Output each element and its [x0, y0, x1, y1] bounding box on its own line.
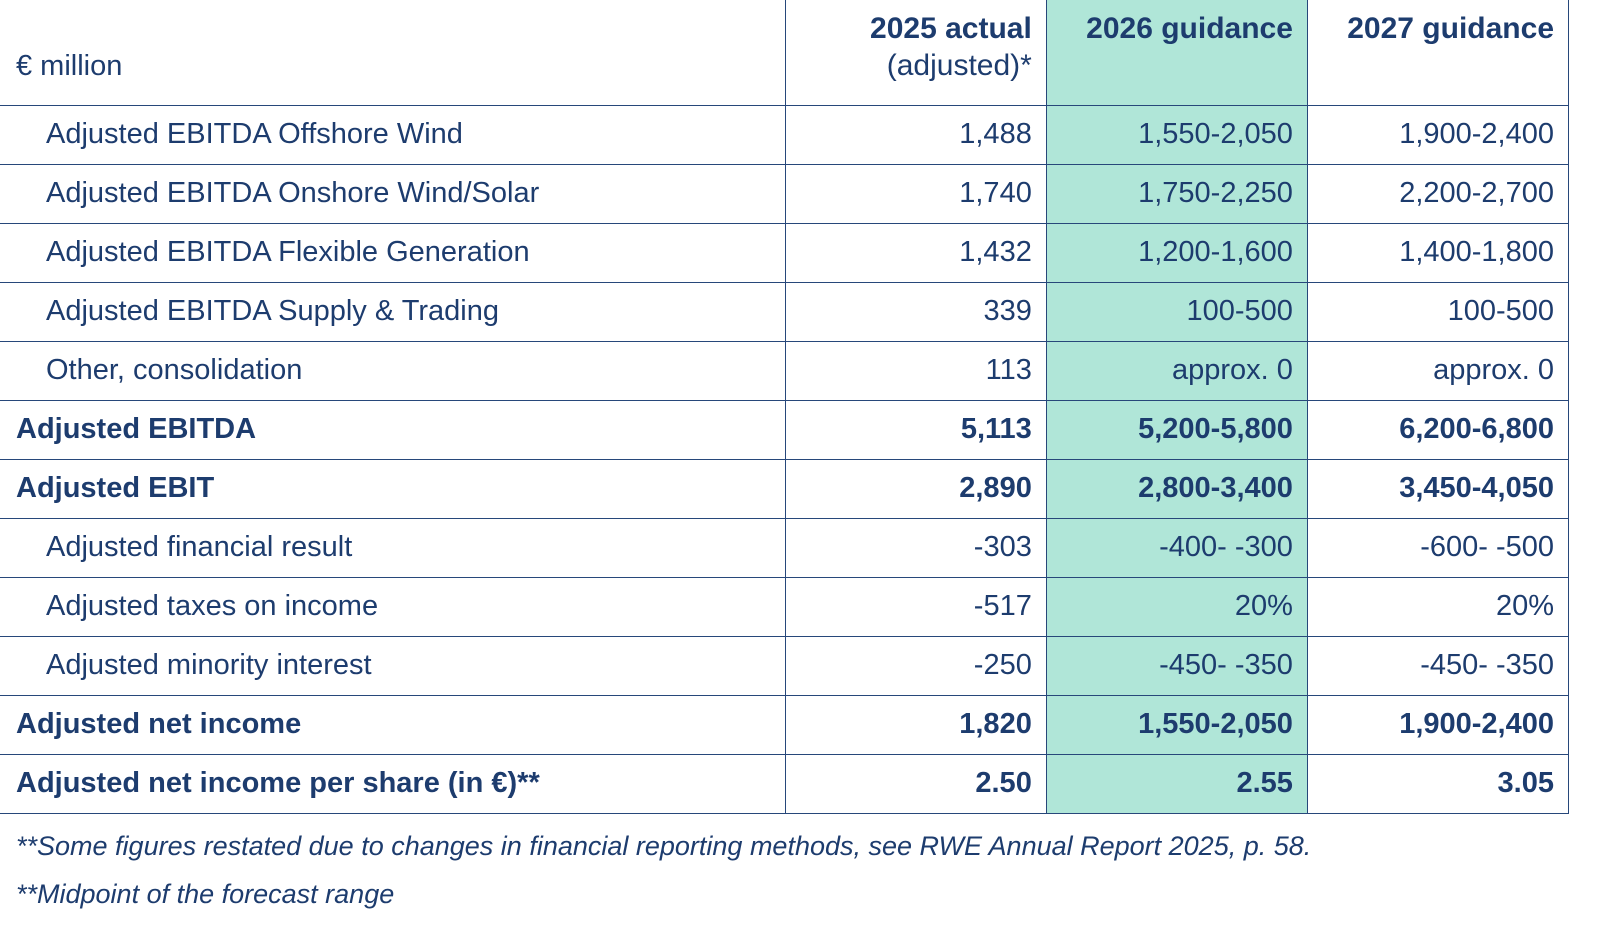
table-row: Adjusted EBITDA Offshore Wind 1,488 1,550-… — [0, 105, 1570, 165]
row-value: 1,900-2,400 — [1306, 105, 1570, 165]
row-value: 3.05 — [1306, 754, 1570, 814]
row-label: Adjusted net income per share (in €)** — [0, 754, 786, 814]
row-value: -303 — [784, 518, 1047, 578]
row-label: Adjusted EBITDA Onshore Wind/Solar — [0, 164, 786, 224]
table-row: Adjusted financial result -303 -400- -300-… — [0, 518, 1570, 578]
row-label: Other, consolidation — [0, 341, 786, 401]
row-value: 20% — [1306, 577, 1570, 637]
table-body: Adjusted EBITDA Offshore Wind 1,488 1,550-… — [0, 105, 1570, 814]
table-row: Adjusted taxes on income -517 20% 20% — [0, 577, 1570, 637]
row-label: Adjusted net income — [0, 695, 786, 755]
row-value: 1,550-2,050 — [1045, 105, 1308, 165]
row-value: 1,550-2,050 — [1045, 695, 1308, 755]
row-value: -250 — [784, 636, 1047, 696]
row-value: 1,488 — [784, 105, 1047, 165]
row-label: Adjusted financial result — [0, 518, 786, 578]
table-row: Adjusted EBITDA 5,113 5,200-5,800 6,200-6,8… — [0, 400, 1570, 460]
table-row: Adjusted EBITDA Flexible Generation 1,432… — [0, 223, 1570, 283]
row-value: 339 — [784, 282, 1047, 342]
column-header-2027-guidance: 2027 guidance — [1306, 0, 1570, 106]
column-header-subtitle: (adjusted)* — [886, 49, 1032, 82]
row-value: 1,432 — [784, 223, 1047, 283]
row-label: Adjusted minority interest — [0, 636, 786, 696]
column-header-2026-guidance: 2026 guidance — [1045, 0, 1308, 106]
row-value: 6,200-6,800 — [1306, 400, 1570, 460]
table-row: Adjusted net income 1,820 1,550-2,050 1,900… — [0, 695, 1570, 755]
table-row: Adjusted minority interest -250 -450- -350… — [0, 636, 1570, 696]
row-value: 1,740 — [784, 164, 1047, 224]
row-value: 1,200-1,600 — [1045, 223, 1308, 283]
row-value: 2.50 — [784, 754, 1047, 814]
column-header-2025-actual: 2025 actual (adjusted)* — [784, 0, 1047, 106]
row-value: -517 — [784, 577, 1047, 637]
table-row: Adjusted EBIT 2,890 2,800-3,400 3,450-4,050 — [0, 459, 1570, 519]
row-label: Adjusted taxes on income — [0, 577, 786, 637]
unit-label: € million — [0, 0, 786, 106]
row-value: 113 — [784, 341, 1047, 401]
footnote-restated-figures: **Some figures restated due to changes i… — [16, 830, 1312, 861]
row-label: Adjusted EBITDA Offshore Wind — [0, 105, 786, 165]
header-row: € million 2025 actual (adjusted)* 2026 g… — [0, 0, 1570, 106]
row-label: Adjusted EBITDA — [0, 400, 786, 460]
footnotes: **Some figures restated due to changes i… — [0, 814, 1600, 916]
row-value: 20% — [1045, 577, 1308, 637]
row-value: 5,200-5,800 — [1045, 400, 1308, 460]
row-value: -600- -500 — [1306, 518, 1570, 578]
row-value: 2,800-3,400 — [1045, 459, 1308, 519]
row-value: 1,750-2,250 — [1045, 164, 1308, 224]
row-value: 3,450-4,050 — [1306, 459, 1570, 519]
row-value: 1,400-1,800 — [1306, 223, 1570, 283]
row-value: 5,113 — [784, 400, 1047, 460]
row-value: -450- -350 — [1306, 636, 1570, 696]
row-label: Adjusted EBITDA Flexible Generation — [0, 223, 786, 283]
row-value: 1,820 — [784, 695, 1047, 755]
table-row: Adjusted EBITDA Onshore Wind/Solar 1,740 1… — [0, 164, 1570, 224]
column-header-title: 2026 guidance — [1086, 12, 1293, 45]
row-value: 100-500 — [1045, 282, 1308, 342]
row-label: Adjusted EBIT — [0, 459, 786, 519]
table-row: Adjusted EBITDA Supply & Trading 339 100-5… — [0, 282, 1570, 342]
row-value: -450- -350 — [1045, 636, 1308, 696]
column-header-title: 2027 guidance — [1347, 12, 1554, 45]
row-value: 100-500 — [1306, 282, 1570, 342]
row-value: approx. 0 — [1045, 341, 1308, 401]
table-row: Other, consolidation 113 approx. 0 approx. … — [0, 341, 1570, 401]
row-value: 2.55 — [1045, 754, 1308, 814]
row-value: 1,900-2,400 — [1306, 695, 1570, 755]
row-value: approx. 0 — [1306, 341, 1570, 401]
footnote-midpoint: **Midpoint of the forecast range — [16, 878, 395, 909]
guidance-table: € million 2025 actual (adjusted)* 2026 g… — [0, 0, 1570, 814]
column-header-title: 2025 actual — [870, 12, 1032, 45]
row-label: Adjusted EBITDA Supply & Trading — [0, 282, 786, 342]
row-value: -400- -300 — [1045, 518, 1308, 578]
row-value: 2,200-2,700 — [1306, 164, 1570, 224]
row-value: 2,890 — [784, 459, 1047, 519]
table-row: Adjusted net income per share (in €)** 2.… — [0, 754, 1570, 814]
